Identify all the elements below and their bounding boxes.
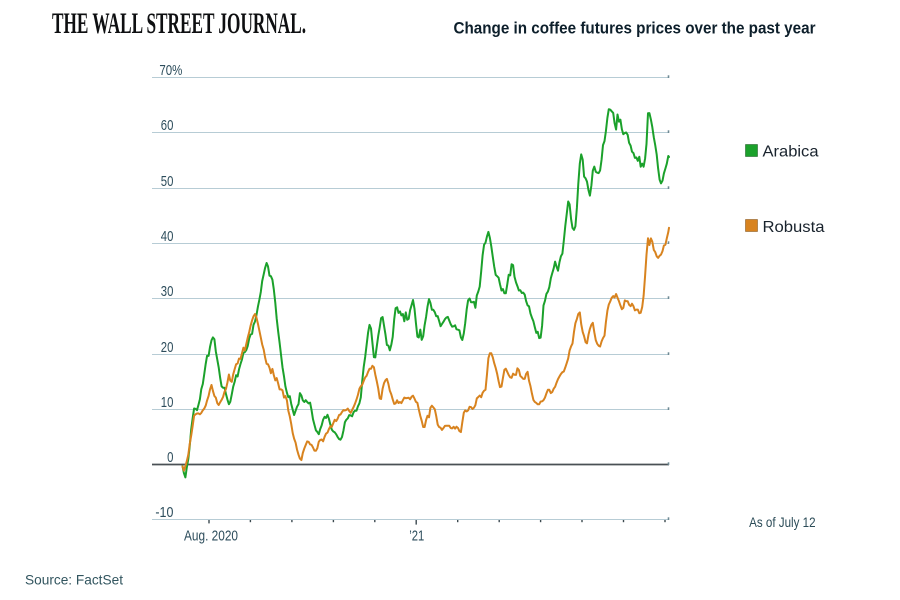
svg-text:THE WALL STREET JOURNAL.: THE WALL STREET JOURNAL. — [52, 7, 306, 40]
svg-text:’21: ’21 — [409, 528, 424, 544]
svg-text:30: 30 — [161, 283, 174, 300]
svg-text:60: 60 — [161, 117, 174, 134]
svg-text:40: 40 — [161, 228, 174, 245]
svg-text:70%: 70% — [159, 62, 182, 79]
svg-text:Source: FactSet: Source: FactSet — [25, 571, 123, 587]
svg-text:Aug. 2020: Aug. 2020 — [184, 528, 238, 544]
svg-text:0: 0 — [167, 449, 173, 466]
svg-text:20: 20 — [161, 339, 174, 356]
svg-text:10: 10 — [161, 394, 174, 411]
svg-text:-10: -10 — [155, 504, 173, 521]
svg-text:50: 50 — [161, 173, 174, 190]
svg-text:Arabica: Arabica — [763, 143, 819, 160]
svg-text:Robusta: Robusta — [763, 219, 825, 236]
svg-text:Change in coffee futures price: Change in coffee futures prices over the… — [454, 19, 816, 38]
svg-text:As of July 12: As of July 12 — [749, 514, 816, 530]
